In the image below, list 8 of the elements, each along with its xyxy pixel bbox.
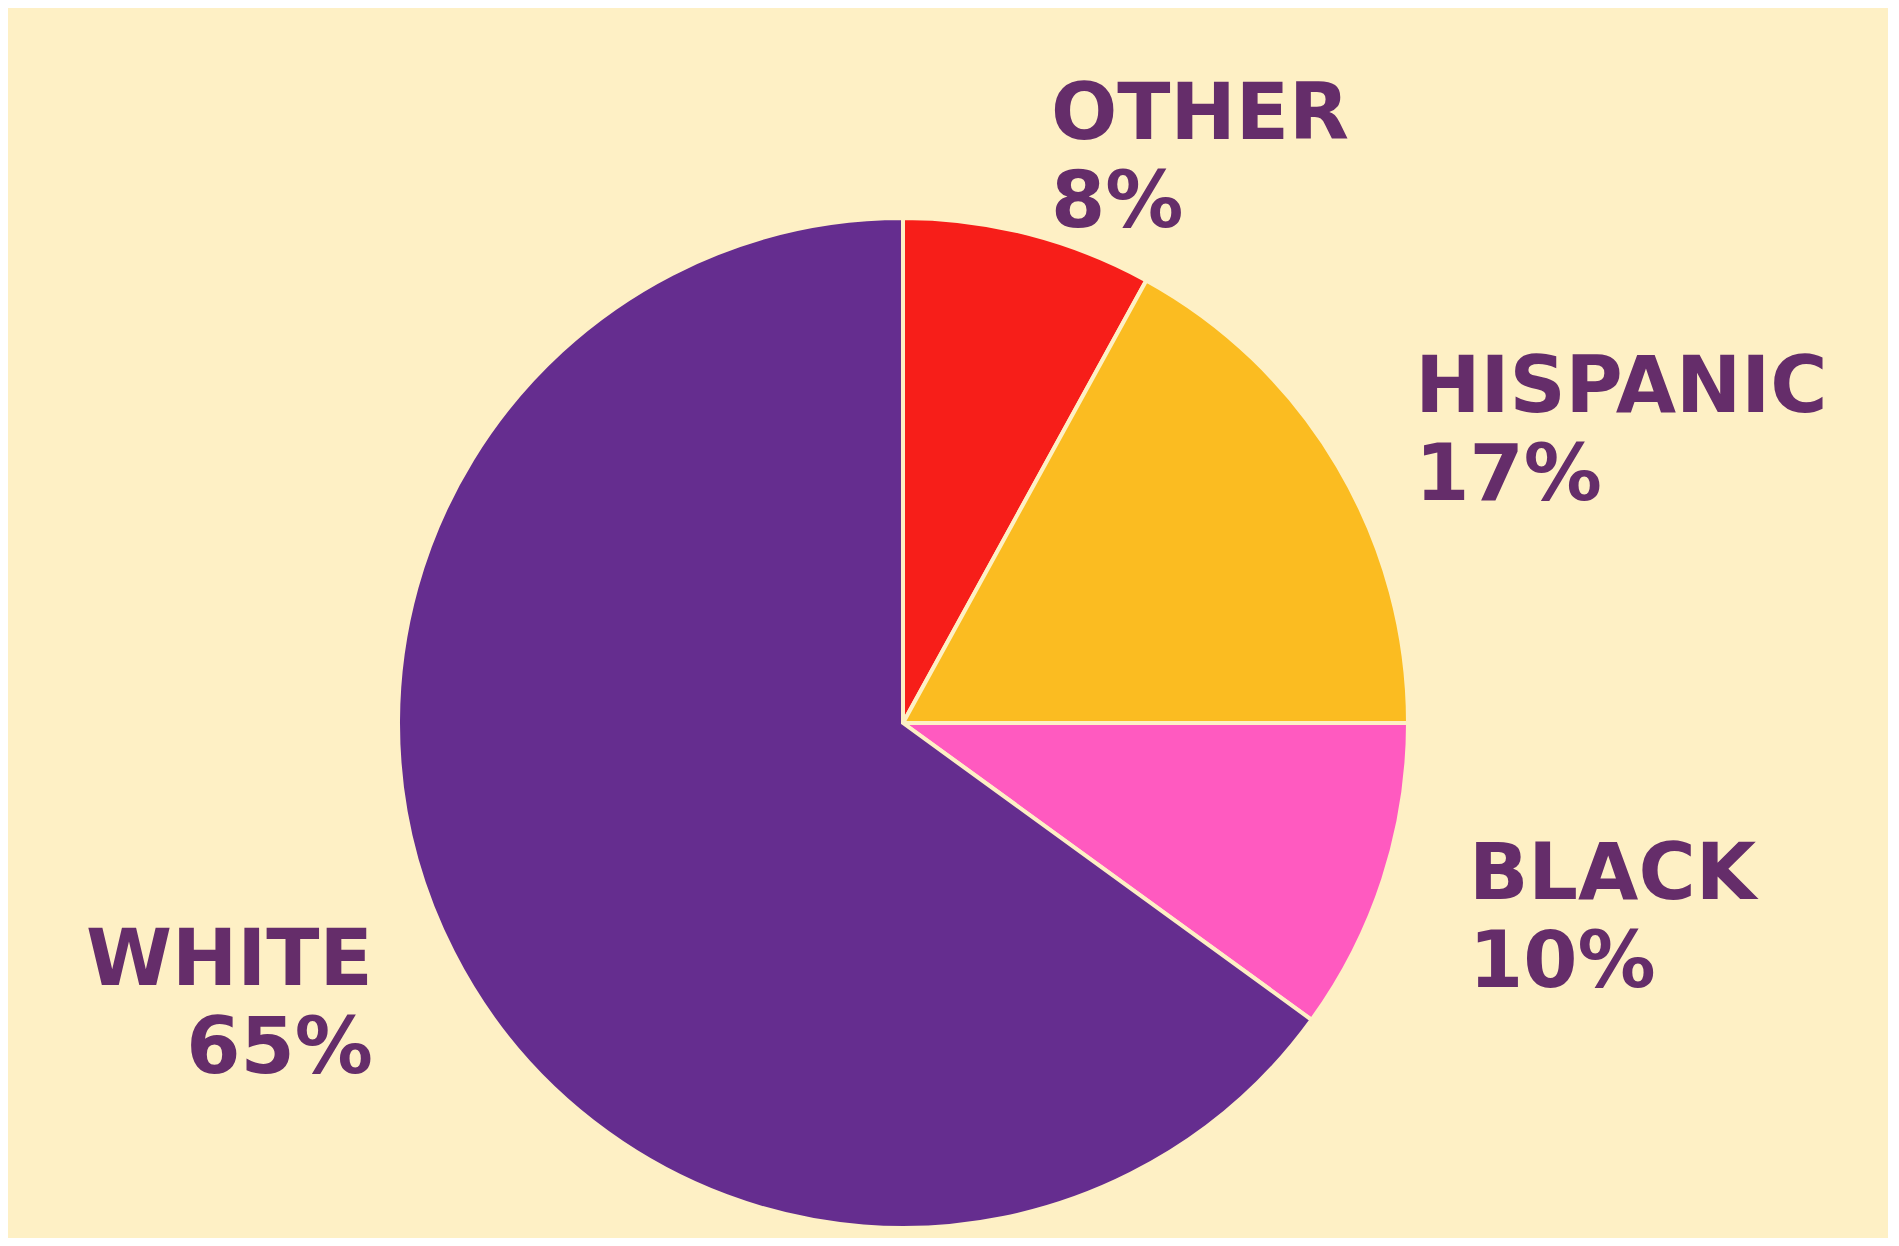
slice-label: HISPANIC <box>1415 340 1828 431</box>
data-label: 8% <box>1050 154 1184 245</box>
data-label: 10% <box>1468 914 1656 1005</box>
data-label: 17% <box>1415 428 1602 519</box>
slice-label: BLACK <box>1468 826 1759 917</box>
data-label: 65% <box>186 1001 373 1092</box>
slice-label: WHITE <box>86 913 373 1004</box>
slice-label: OTHER <box>1050 66 1350 157</box>
